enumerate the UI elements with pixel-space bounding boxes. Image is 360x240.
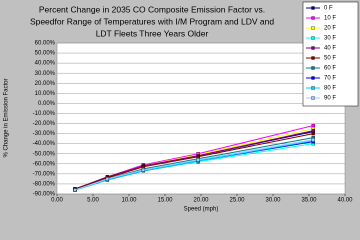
x-axis-label: Speed (mph)	[184, 207, 219, 213]
chart-title: LDT Fleets Three Years Older	[96, 28, 209, 38]
point-marker	[311, 123, 315, 128]
x-tick-label: 30.00	[265, 198, 281, 204]
legend-marker	[311, 26, 315, 30]
legend-label: 50 F	[324, 56, 336, 62]
legend-marker	[311, 66, 315, 70]
x-tick-label: 5.00	[87, 198, 99, 204]
plot-area	[56, 42, 346, 195]
legend-label: 30 F	[324, 36, 336, 42]
legend-marker	[311, 36, 315, 40]
legend-marker	[311, 76, 315, 80]
y-tick-label: -50.00%	[33, 151, 56, 157]
point-marker	[311, 128, 315, 133]
x-tick-label: 25.00	[229, 198, 245, 204]
chart-title: Percent Change in 2035 CO Composite Emis…	[39, 4, 265, 14]
legend-label: 20 F	[324, 26, 336, 32]
y-tick-label: 30.00%	[35, 71, 56, 77]
y-tick-label: 50.00%	[35, 51, 56, 57]
y-axis-label: % Change in Emission Factor	[4, 78, 10, 157]
legend-marker	[311, 86, 315, 90]
legend-label: 70 F	[324, 76, 336, 82]
x-tick-label: 40.00	[337, 198, 353, 204]
y-tick-label: 0.00%	[38, 101, 56, 107]
y-tick-label: 20.00%	[35, 81, 56, 87]
chart: % Change in Emission Factor Speed (mph) …	[3, 1, 359, 213]
chart-title: Speedfor Range of Temperatures with I/M …	[30, 16, 274, 26]
legend-label: 80 F	[324, 86, 336, 92]
y-tick-label: 40.00%	[35, 61, 56, 67]
x-tick-label: 35.00	[301, 198, 317, 204]
y-tick-label: -70.00%	[33, 171, 56, 177]
y-tick-label: -80.00%	[33, 182, 56, 188]
legend-label: 40 F	[324, 46, 336, 52]
legend-marker	[311, 46, 315, 50]
y-tick-label: 60.00%	[35, 41, 56, 47]
legend-marker	[311, 96, 315, 100]
y-tick-label: -30.00%	[33, 131, 56, 137]
legend-marker	[311, 6, 315, 10]
x-tick-label: 20.00	[193, 198, 209, 204]
x-tick-label: 0.00	[51, 198, 63, 204]
legend-marker	[311, 56, 315, 60]
y-tick-label: 10.00%	[35, 91, 56, 97]
x-tick-label: 10.00	[121, 198, 137, 204]
point-marker	[311, 131, 315, 136]
legend-label: 10 F	[324, 16, 336, 22]
legend-label: 0 F	[324, 6, 333, 12]
legend-marker	[311, 16, 315, 20]
point-marker	[196, 158, 200, 162]
point-marker	[105, 177, 110, 181]
y-tick-label: -20.00%	[33, 121, 56, 127]
y-tick-label: -90.00%	[33, 192, 56, 198]
point-marker	[311, 137, 315, 142]
y-tick-label: -40.00%	[33, 141, 56, 147]
y-tick-label: -60.00%	[33, 161, 56, 167]
point-marker	[141, 168, 146, 172]
legend-label: 60 F	[324, 66, 336, 72]
y-tick-label: -10.00%	[33, 111, 56, 117]
point-marker	[73, 188, 77, 192]
legend-label: 90 F	[324, 96, 336, 102]
x-tick-label: 15.00	[157, 198, 173, 204]
